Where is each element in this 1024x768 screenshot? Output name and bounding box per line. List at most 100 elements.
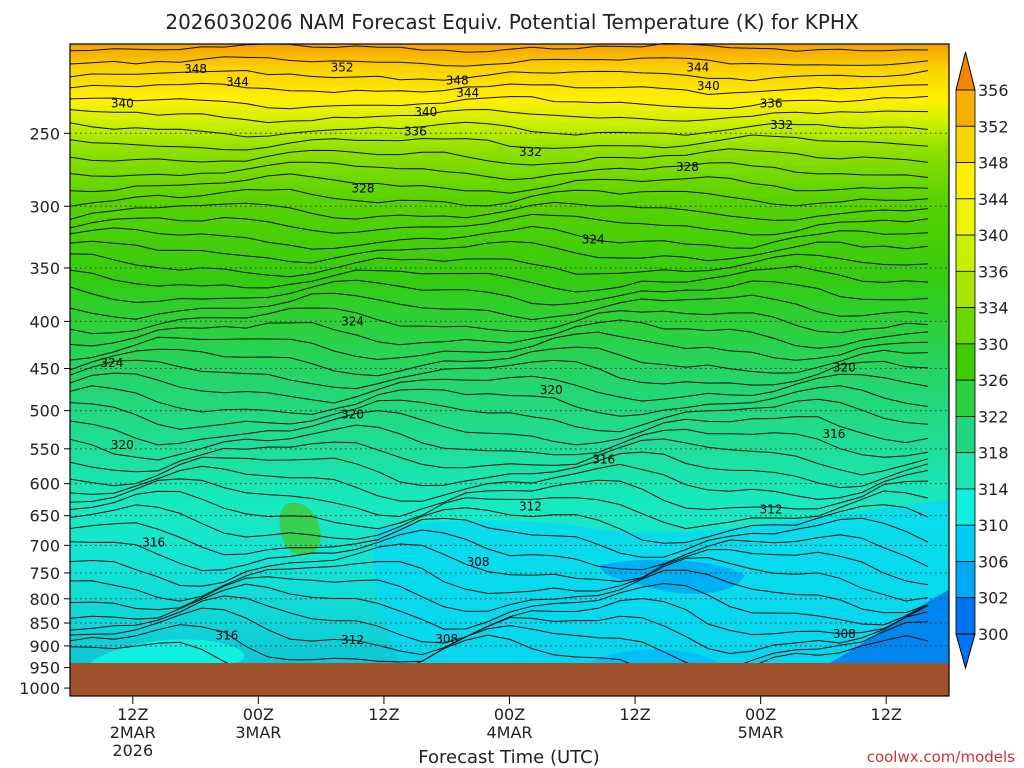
colorbar-segment xyxy=(955,524,976,562)
y-tick-label: 950 xyxy=(29,659,60,678)
y-tick-label: 1000 xyxy=(19,679,60,698)
colorbar-label: 314 xyxy=(978,480,1009,499)
colorbar-segment xyxy=(955,89,976,127)
contour-label: 336 xyxy=(404,125,427,139)
colorbar-label: 300 xyxy=(978,625,1009,644)
contour-label: 344 xyxy=(686,60,709,74)
surface-pocket-mid xyxy=(590,649,720,663)
contour-label: 308 xyxy=(467,555,490,569)
contour-label: 316 xyxy=(142,535,165,549)
contour-label: 312 xyxy=(519,499,542,513)
contour-line xyxy=(69,173,929,194)
contour-label: 320 xyxy=(540,383,563,397)
colorbar-label: 340 xyxy=(978,226,1009,245)
y-tick-label: 900 xyxy=(29,637,60,656)
contour-label: 316 xyxy=(822,427,845,441)
credit-text: coolwx.com/models xyxy=(867,748,1015,766)
contour-label: 324 xyxy=(341,314,364,328)
contour-line xyxy=(69,56,929,67)
x-tick-label: 00Z xyxy=(494,705,525,724)
contour-label: 320 xyxy=(833,361,856,375)
x-tick-label: 12Z xyxy=(619,705,650,724)
contour-line xyxy=(69,557,929,602)
contour-label: 328 xyxy=(676,160,699,174)
contour-line xyxy=(69,607,929,656)
contour-line xyxy=(69,161,929,181)
contour-line xyxy=(69,108,929,124)
y-tick-label: 350 xyxy=(29,259,60,278)
colorbar-label: 356 xyxy=(978,81,1009,100)
contour-label: 324 xyxy=(100,356,123,370)
contour-line xyxy=(69,213,929,236)
contour-line xyxy=(69,331,929,361)
contour-line xyxy=(69,490,929,530)
contour-label: 352 xyxy=(331,60,354,74)
contour-line xyxy=(69,569,929,614)
y-tick-label: 800 xyxy=(29,590,60,609)
colorbar-segment xyxy=(955,198,976,236)
contour-label: 344 xyxy=(226,75,249,89)
contour-line xyxy=(69,543,929,587)
contour-line xyxy=(69,478,929,518)
ground-surface xyxy=(70,663,949,696)
colorbar-label: 352 xyxy=(978,117,1009,136)
surface-pocket-left xyxy=(90,639,245,663)
contour-label: 348 xyxy=(184,62,207,76)
contour-line xyxy=(69,188,929,207)
y-axis: 250 300 350 400 450 500 550 600 650 700 750 800 850 9… xyxy=(19,124,70,698)
colorbar-label: 330 xyxy=(978,335,1009,354)
contour-line xyxy=(69,240,929,264)
contour-label: 324 xyxy=(582,233,605,247)
contour-line xyxy=(69,253,929,278)
colorbar-segment xyxy=(955,415,976,454)
contour-line xyxy=(69,517,929,558)
contour-label: 320 xyxy=(341,408,364,422)
contour-label: 316 xyxy=(592,453,615,467)
colorbar-label: 334 xyxy=(978,299,1009,318)
colorbar-label: 344 xyxy=(978,190,1009,209)
contour-line xyxy=(69,82,929,96)
contour-line xyxy=(69,148,929,166)
contour-line xyxy=(69,529,929,572)
x-tick-label: 12Z xyxy=(871,705,902,724)
colorbar: 356 352 348 344 340 336 334 330 326 322 318 314 310 3… xyxy=(955,51,1009,670)
contour-line xyxy=(69,201,929,221)
contour-line xyxy=(69,504,929,544)
y-tick-label: 650 xyxy=(29,507,60,526)
contour-line xyxy=(69,582,929,630)
x-tick-year: 2026 xyxy=(112,741,153,760)
contour-line xyxy=(69,292,929,321)
colorbar-segment xyxy=(955,488,976,526)
contour-line xyxy=(69,595,929,644)
contour-label: 328 xyxy=(352,182,375,196)
contour-line xyxy=(69,346,929,377)
colorbar-label: 302 xyxy=(978,589,1009,608)
contour-label: 332 xyxy=(519,145,542,159)
contour-line xyxy=(69,42,929,53)
y-tick-label: 300 xyxy=(29,197,60,216)
colorbar-segment xyxy=(955,561,976,599)
cold-core-800 xyxy=(600,559,745,594)
contour-line xyxy=(69,424,929,461)
colorbar-arrow-bottom xyxy=(955,633,976,670)
colorbar-label: 306 xyxy=(978,552,1009,571)
contour-line xyxy=(69,463,929,502)
contour-lines xyxy=(69,42,929,673)
contour-line xyxy=(69,319,929,349)
y-tick-label: 250 xyxy=(29,124,60,143)
colorbar-label: 318 xyxy=(978,444,1009,463)
contour-line xyxy=(69,398,929,433)
colorbar-segment xyxy=(955,343,976,381)
x-axis-label: Forecast Time (UTC) xyxy=(418,747,599,768)
y-tick-label: 700 xyxy=(29,536,60,555)
colorbar-label: 348 xyxy=(978,154,1009,173)
y-tick-label: 450 xyxy=(29,360,60,379)
contour-label: 308 xyxy=(435,632,458,646)
colorbar-segment xyxy=(955,379,976,417)
contour-line xyxy=(69,134,929,151)
x-tick-date: 4MAR xyxy=(486,723,532,742)
contour-label: 348 xyxy=(446,73,469,87)
y-tick-label: 850 xyxy=(29,614,60,633)
